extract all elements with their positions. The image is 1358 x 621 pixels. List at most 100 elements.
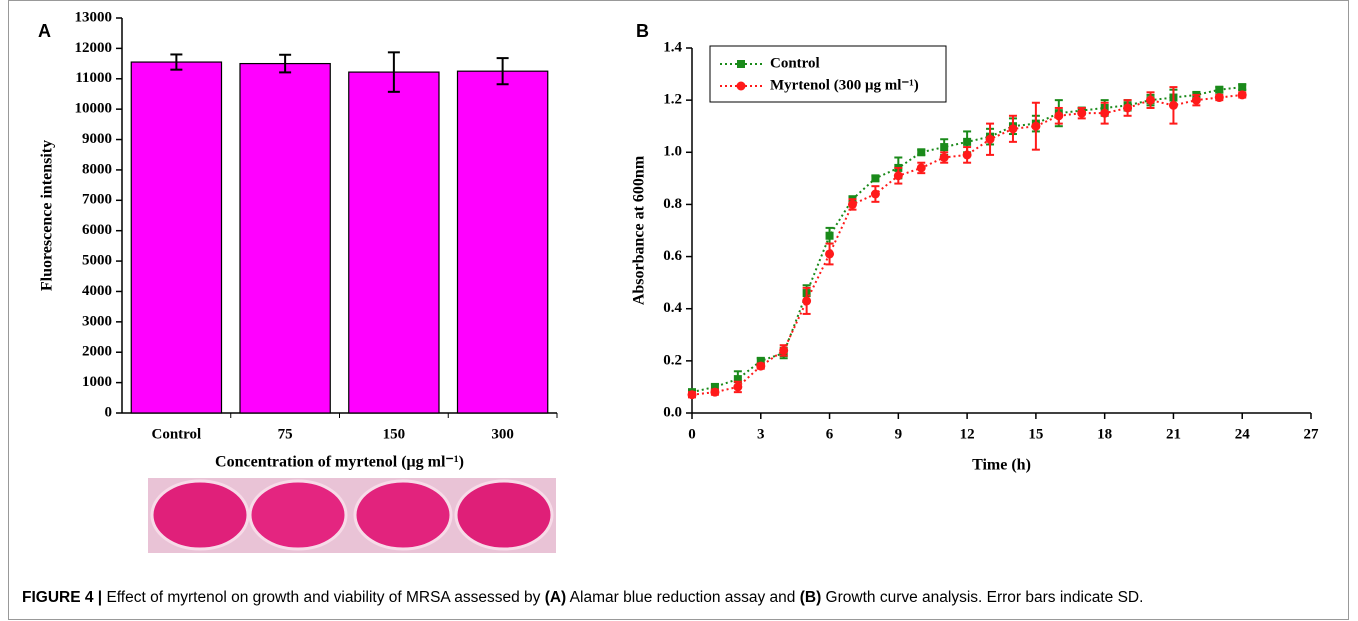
x-tick-label: 27 xyxy=(1304,426,1320,442)
point xyxy=(963,137,972,146)
y-tick-label: 0.2 xyxy=(663,352,682,368)
point xyxy=(756,356,765,365)
point xyxy=(825,231,834,240)
y-tick-label: 1.2 xyxy=(663,92,682,108)
x-tick-label: 18 xyxy=(1097,426,1112,442)
point xyxy=(710,382,719,391)
point xyxy=(917,148,926,157)
point xyxy=(1008,124,1018,134)
point xyxy=(1077,108,1087,118)
y-tick-label: 0 xyxy=(105,404,113,420)
x-tick-label: Control xyxy=(152,426,202,442)
y-tick-label: 9000 xyxy=(82,131,112,147)
x-tick-label: 3 xyxy=(757,426,765,442)
point xyxy=(870,189,880,199)
x-tick-label: 9 xyxy=(895,426,903,442)
point xyxy=(871,174,880,183)
y-tick-label: 0.4 xyxy=(663,300,682,316)
caption-part: Effect of myrtenol on growth and viabili… xyxy=(102,589,545,606)
point xyxy=(1054,111,1064,121)
error-bar xyxy=(496,57,509,86)
point xyxy=(962,150,972,160)
x-tick-label: 21 xyxy=(1166,426,1181,442)
point xyxy=(1100,108,1110,118)
point xyxy=(847,199,857,209)
caption-part: (B) xyxy=(800,589,822,606)
bar xyxy=(239,62,331,414)
point xyxy=(1123,103,1133,113)
error-bar xyxy=(170,53,183,71)
point xyxy=(687,390,697,400)
point xyxy=(1237,90,1247,100)
y-tick-label: 2000 xyxy=(82,344,112,360)
point xyxy=(825,249,835,259)
point xyxy=(939,153,949,162)
legend-label: Myrtenol (300 μg ml⁻¹) xyxy=(770,77,919,93)
caption-part: Growth curve analysis. Error bars indica… xyxy=(821,589,1143,606)
y-tick-label: 7000 xyxy=(82,192,112,208)
y-tick-label: 11000 xyxy=(75,70,112,86)
legend-box xyxy=(709,45,947,103)
point xyxy=(1191,95,1201,105)
x-tick-label: 6 xyxy=(826,426,834,442)
well xyxy=(150,479,250,551)
y-tick-label: 0.0 xyxy=(663,404,682,420)
y-tick-label: 3000 xyxy=(82,313,112,329)
well xyxy=(353,479,453,551)
point xyxy=(1168,100,1178,110)
legend-marker xyxy=(736,81,746,91)
y-tick-label: 13000 xyxy=(75,9,113,25)
x-tick-label: 24 xyxy=(1235,426,1251,442)
y-tick-label: 1000 xyxy=(82,374,112,390)
bar xyxy=(130,61,223,414)
y-tick-label: 6000 xyxy=(82,222,112,238)
y-tick-label: 0.8 xyxy=(663,196,682,212)
y-tick-label: 1.0 xyxy=(663,144,682,160)
caption-part: Alamar blue reduction assay and xyxy=(566,589,800,606)
caption-part: (A) xyxy=(545,589,567,606)
y-tick-label: 1.4 xyxy=(663,39,682,55)
x-axis-title: Concentration of myrtenol (μg ml⁻¹) xyxy=(215,454,464,471)
x-axis-title: Time (h) xyxy=(972,457,1031,474)
point xyxy=(733,382,743,392)
y-tick-label: 5000 xyxy=(82,253,112,269)
panel-label: A xyxy=(38,21,51,41)
y-axis-title: Fluorescence intensity xyxy=(39,140,56,291)
well-photo xyxy=(148,478,556,553)
point xyxy=(1031,121,1041,131)
point xyxy=(710,387,720,397)
y-tick-label: 0.6 xyxy=(663,248,682,264)
point xyxy=(985,134,995,144)
caption-part: FIGURE 4 | xyxy=(22,589,102,606)
y-tick-label: 10000 xyxy=(75,101,113,117)
point xyxy=(940,143,949,152)
point xyxy=(1146,95,1156,105)
point xyxy=(893,171,903,181)
point xyxy=(916,163,926,173)
caption: FIGURE 4 | Effect of myrtenol on growth … xyxy=(22,589,1143,606)
x-tick-label: 12 xyxy=(960,426,975,442)
point xyxy=(779,345,789,355)
well xyxy=(248,479,348,551)
point xyxy=(802,296,812,306)
y-axis-title: Absorbance at 600nm xyxy=(631,155,648,305)
panel-label: B xyxy=(636,21,649,41)
x-tick-label: 150 xyxy=(383,426,406,442)
point xyxy=(1238,83,1247,92)
error-bar xyxy=(387,51,400,93)
bar xyxy=(348,71,440,414)
figure-border xyxy=(8,0,1349,620)
legend-marker xyxy=(737,60,745,68)
point xyxy=(1214,93,1224,103)
legend-label: Control xyxy=(770,55,820,71)
x-tick-label: 300 xyxy=(491,426,514,442)
y-tick-label: 12000 xyxy=(75,40,113,56)
y-tick-label: 8000 xyxy=(82,161,112,177)
x-tick-label: 0 xyxy=(688,426,696,442)
point xyxy=(733,375,742,384)
y-tick-label: 4000 xyxy=(82,283,112,299)
bar xyxy=(456,70,549,414)
x-tick-label: 15 xyxy=(1028,426,1043,442)
point xyxy=(756,361,766,371)
